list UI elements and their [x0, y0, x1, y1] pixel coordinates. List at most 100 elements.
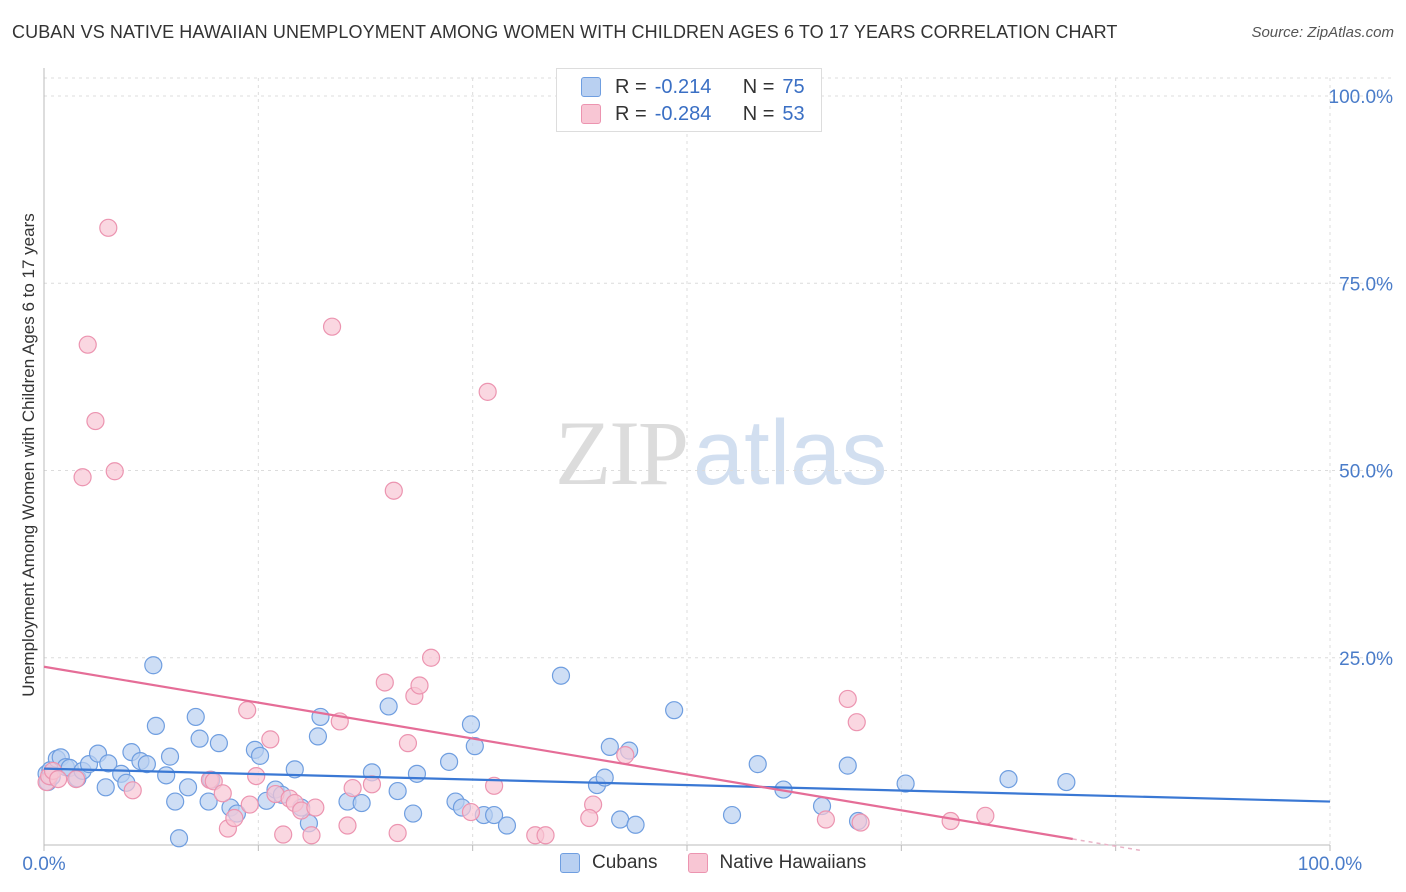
native-hawaiian-point — [384, 481, 403, 500]
source-label: Source: ZipAtlas.com — [1251, 24, 1394, 41]
native-hawaiian-point — [123, 781, 142, 800]
native-hawaiian-point — [338, 816, 357, 835]
native-hawaiian-point — [851, 813, 870, 832]
native-hawaiian-point — [213, 784, 232, 803]
cuban-point — [403, 804, 423, 823]
legend-hawaiians-n: 53 — [782, 102, 805, 125]
chart-title: CUBAN VS NATIVE HAWAIIAN UNEMPLOYMENT AM… — [12, 22, 1118, 42]
cuban-point — [169, 829, 189, 848]
native-hawaiian-point — [302, 826, 321, 845]
native-hawaiians-points — [37, 218, 995, 845]
y-tick-label-25: 25.0% — [1339, 649, 1393, 670]
native-hawaiian-point — [86, 411, 105, 431]
cuban-point — [178, 778, 198, 797]
native-hawaiian-point — [105, 462, 124, 481]
cuban-point — [611, 810, 630, 829]
native-hawaiian-point — [847, 713, 866, 732]
cuban-point — [99, 754, 118, 773]
native-hawaiian-point — [941, 811, 960, 831]
cuban-point — [439, 752, 459, 771]
legend-hawaiians-r: -0.284 — [654, 102, 712, 125]
native-hawaiian-point — [410, 676, 429, 695]
y-tick-label-75: 75.0% — [1339, 274, 1393, 295]
legend-cubans-n: 75 — [782, 75, 805, 98]
native-hawaiian-point — [67, 769, 86, 789]
native-hawaiian-point — [306, 798, 325, 817]
native-hawaiian-point — [49, 769, 68, 789]
native-hawaiian-point — [388, 823, 407, 843]
cuban-point — [157, 766, 176, 785]
cuban-point — [600, 737, 619, 756]
legend-r-label: R = — [615, 75, 647, 98]
y-tick-label-50: 50.0% — [1339, 462, 1393, 483]
cuban-point — [407, 764, 427, 783]
cuban-point — [379, 697, 398, 716]
cuban-point — [896, 774, 915, 793]
cuban-point — [999, 769, 1018, 789]
native-hawaiian-point — [478, 382, 497, 401]
cubans-swatch — [581, 77, 601, 97]
native-hawaiian-point — [461, 802, 481, 822]
grid — [44, 77, 1394, 845]
watermark-atlas: atlas — [693, 402, 888, 504]
native-hawaiian-point — [274, 825, 293, 844]
native-hawaiians-trend-extension — [1072, 838, 1144, 852]
cuban-point — [551, 666, 571, 685]
cuban-point — [209, 734, 228, 753]
cuban-point — [748, 755, 767, 774]
native-hawaiian-point — [99, 218, 118, 237]
cuban-point — [285, 760, 304, 779]
legend-hawaiians-label: Native Hawaiians — [719, 852, 867, 873]
native-hawaiian-point — [580, 808, 599, 828]
trend-lines — [43, 665, 1331, 852]
cuban-point — [465, 737, 484, 756]
legend-item-hawaiians: Native Hawaiians — [687, 852, 867, 874]
native-hawaiian-point — [343, 778, 362, 798]
native-hawaiian-point — [362, 775, 382, 794]
native-hawaiian-point — [976, 806, 995, 825]
native-hawaiian-point — [485, 776, 504, 795]
legend-item-cubans: Cubans — [560, 852, 658, 874]
cuban-point — [838, 756, 857, 775]
native-hawaiian-point — [616, 746, 635, 765]
hawaiians-swatch — [581, 104, 601, 124]
cuban-point — [166, 792, 185, 811]
cuban-point — [137, 755, 156, 774]
cuban-point — [461, 715, 481, 734]
cuban-point — [144, 656, 163, 675]
cuban-point — [1057, 772, 1076, 792]
cuban-point — [352, 793, 371, 813]
cuban-point — [497, 816, 517, 835]
native-hawaiian-point — [73, 468, 92, 487]
legend-cubans-r: -0.214 — [654, 75, 712, 98]
native-hawaiians-trend-line — [43, 665, 1073, 841]
cuban-point — [308, 727, 328, 746]
x-tick-label-max: 100.0% — [1298, 854, 1363, 875]
native-hawaiian-point — [421, 648, 441, 667]
cuban-point — [665, 701, 684, 720]
cuban-point — [160, 747, 180, 766]
legend-row-hawaiians: R = -0.284 N = 53 — [581, 101, 805, 127]
native-hawaiian-point — [375, 673, 394, 692]
cuban-point — [485, 805, 504, 825]
cuban-point — [626, 815, 645, 834]
cubans-trend-line — [43, 767, 1331, 803]
native-hawaiian-point — [78, 335, 97, 354]
native-hawaiian-point — [816, 810, 835, 829]
cuban-point — [250, 746, 270, 765]
cuban-point — [388, 781, 407, 801]
cuban-point — [722, 805, 742, 825]
native-hawaiian-point — [322, 317, 342, 336]
native-hawaiian-point — [261, 730, 280, 749]
native-hawaiian-point — [247, 766, 266, 786]
native-hawaiian-point — [838, 689, 857, 709]
watermark-zip: ZIP — [555, 402, 689, 504]
cubans-legend-swatch — [560, 853, 580, 873]
legend-n-label: N = — [742, 75, 775, 98]
legend-r-label: R = — [615, 102, 647, 125]
cuban-point — [146, 716, 165, 736]
cuban-point — [199, 792, 218, 811]
correlation-legend: R = -0.214 N = 75 R = -0.284 N = 53 — [556, 68, 822, 132]
native-hawaiian-point — [240, 795, 259, 814]
